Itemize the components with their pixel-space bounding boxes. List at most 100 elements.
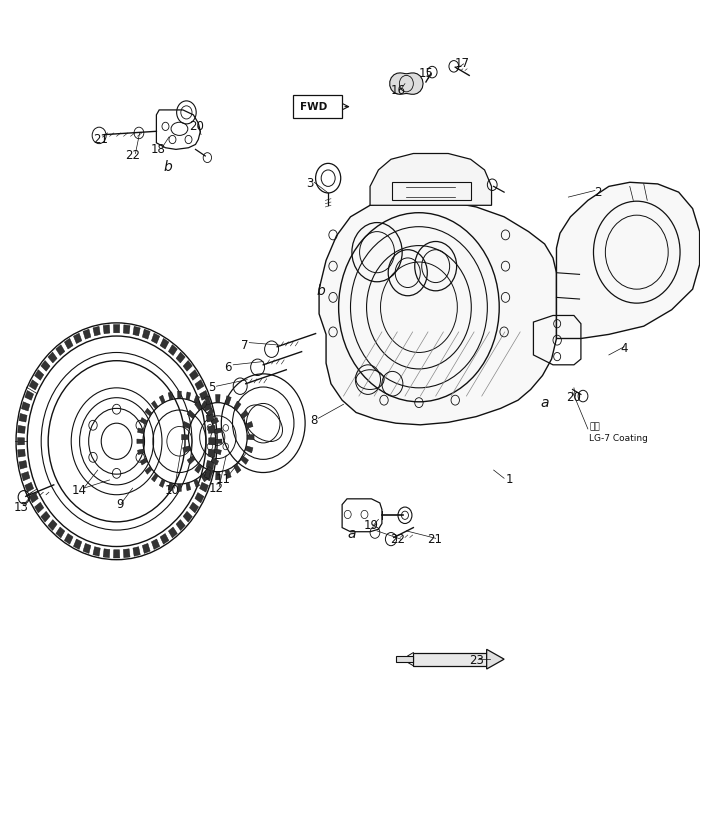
Polygon shape [64, 534, 73, 544]
Polygon shape [176, 520, 185, 530]
Polygon shape [183, 446, 191, 453]
Polygon shape [212, 458, 219, 465]
Polygon shape [145, 466, 152, 474]
Polygon shape [186, 483, 191, 491]
Polygon shape [195, 380, 204, 390]
Polygon shape [182, 435, 189, 440]
Polygon shape [186, 392, 191, 400]
Polygon shape [151, 401, 158, 409]
Polygon shape [177, 391, 182, 398]
Polygon shape [168, 392, 173, 400]
Polygon shape [187, 410, 196, 418]
Polygon shape [114, 324, 120, 332]
Polygon shape [225, 396, 231, 405]
Text: 13: 13 [13, 501, 28, 513]
Polygon shape [193, 479, 200, 488]
Polygon shape [216, 472, 220, 480]
Polygon shape [193, 395, 200, 403]
Polygon shape [133, 327, 140, 336]
Polygon shape [200, 483, 208, 492]
Polygon shape [208, 426, 215, 433]
Polygon shape [151, 539, 160, 549]
Polygon shape [151, 333, 160, 343]
Text: 3: 3 [306, 177, 313, 191]
Polygon shape [207, 408, 214, 416]
Polygon shape [103, 325, 110, 334]
Polygon shape [245, 422, 253, 428]
Polygon shape [200, 390, 208, 400]
Polygon shape [137, 439, 143, 444]
Text: 7: 7 [240, 338, 248, 351]
Polygon shape [19, 413, 27, 422]
Text: 20: 20 [566, 391, 581, 404]
Polygon shape [34, 370, 43, 380]
Text: 8: 8 [311, 414, 318, 427]
Polygon shape [203, 472, 212, 481]
Text: 1: 1 [506, 474, 513, 487]
Text: 21: 21 [93, 133, 108, 146]
Polygon shape [205, 396, 210, 405]
Polygon shape [203, 402, 212, 411]
Polygon shape [390, 73, 423, 94]
Polygon shape [22, 402, 30, 411]
Text: 6: 6 [224, 361, 232, 374]
Polygon shape [370, 153, 491, 205]
Polygon shape [114, 549, 120, 558]
Polygon shape [18, 437, 25, 445]
Polygon shape [74, 539, 82, 549]
Polygon shape [145, 408, 152, 416]
Polygon shape [103, 549, 110, 558]
Polygon shape [18, 426, 25, 433]
Text: 11: 11 [216, 474, 231, 487]
Text: b: b [163, 161, 172, 174]
Text: 5: 5 [209, 381, 216, 394]
Polygon shape [189, 502, 198, 513]
Text: 10: 10 [165, 484, 180, 497]
Polygon shape [168, 527, 177, 538]
Polygon shape [187, 455, 196, 464]
Text: 左右
LG-7 Coating: 左右 LG-7 Coating [590, 422, 648, 444]
Polygon shape [137, 449, 144, 455]
Polygon shape [93, 327, 100, 336]
Polygon shape [215, 428, 222, 434]
Polygon shape [41, 512, 50, 522]
Polygon shape [200, 474, 207, 482]
Polygon shape [414, 653, 486, 666]
Polygon shape [18, 450, 25, 457]
Text: a: a [540, 396, 549, 410]
Polygon shape [233, 464, 241, 474]
Polygon shape [195, 493, 204, 502]
Polygon shape [48, 352, 57, 363]
Polygon shape [56, 345, 64, 356]
Text: 9: 9 [116, 498, 124, 512]
Polygon shape [212, 417, 219, 425]
Polygon shape [19, 460, 27, 469]
Polygon shape [159, 395, 165, 403]
Text: 18: 18 [151, 143, 166, 156]
Polygon shape [200, 401, 207, 409]
Text: 15: 15 [418, 68, 433, 80]
Polygon shape [486, 649, 504, 669]
Polygon shape [177, 484, 182, 492]
Text: a: a [348, 527, 356, 541]
Polygon shape [56, 527, 64, 538]
Polygon shape [183, 361, 192, 371]
Text: 17: 17 [455, 57, 470, 69]
Polygon shape [207, 466, 214, 474]
Polygon shape [133, 547, 140, 556]
Polygon shape [209, 437, 216, 445]
Polygon shape [123, 325, 130, 334]
Polygon shape [240, 455, 248, 464]
Polygon shape [160, 338, 169, 349]
Polygon shape [216, 439, 222, 444]
Polygon shape [396, 656, 414, 662]
Text: 22: 22 [390, 534, 405, 546]
Polygon shape [245, 446, 253, 453]
Text: 4: 4 [620, 342, 628, 355]
Polygon shape [142, 329, 150, 339]
Text: FWD: FWD [300, 101, 327, 111]
Text: b: b [317, 284, 325, 298]
Polygon shape [189, 370, 198, 380]
Text: 21: 21 [427, 534, 442, 546]
Polygon shape [208, 450, 215, 457]
